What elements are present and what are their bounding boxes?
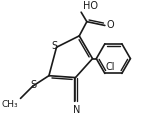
- Text: CH₃: CH₃: [2, 100, 19, 109]
- Text: HO: HO: [83, 1, 98, 11]
- Text: O: O: [107, 20, 114, 30]
- Text: N: N: [73, 105, 80, 115]
- Text: S: S: [52, 41, 58, 51]
- Text: S: S: [31, 80, 37, 90]
- Text: Cl: Cl: [106, 62, 115, 72]
